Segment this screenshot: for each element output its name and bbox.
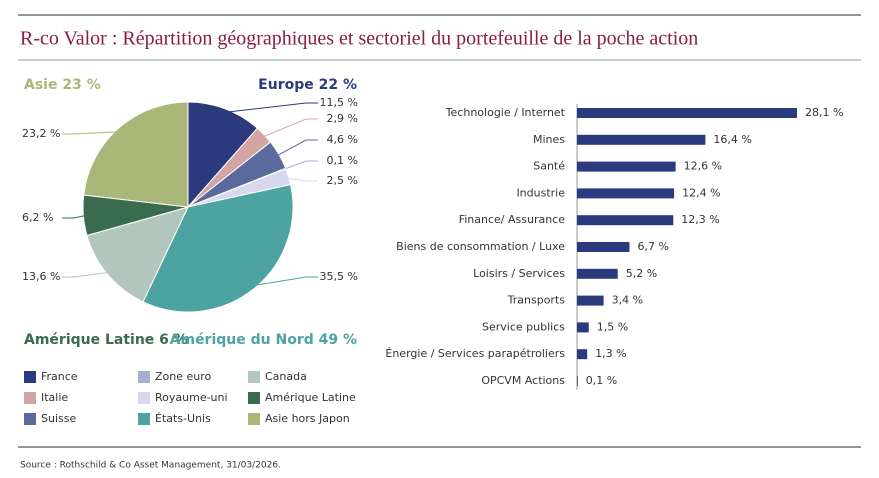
legend-swatch (138, 413, 150, 425)
bar-category: Loisirs / Services (473, 267, 565, 280)
bar-value-label: 16,4 % (713, 133, 751, 146)
bar (577, 188, 675, 199)
bar (577, 268, 618, 279)
bar-category: Biens de consommation / Luxe (396, 240, 565, 253)
bar-category: Service publics (482, 320, 565, 333)
leader-line (250, 276, 318, 287)
region-label: Amérique Latine 6 % (24, 332, 188, 348)
bar-value-label: 12,3 % (681, 213, 719, 226)
pie-slice (83, 101, 189, 208)
bar-value-label: 12,6 % (684, 160, 722, 173)
legend-swatch (24, 413, 36, 425)
bar-category: Énergie / Services parapétroliers (385, 347, 565, 360)
page-title: R-co Valor : Répartition géographiques e… (20, 28, 698, 50)
legend-label: Canada (265, 370, 307, 383)
bar (577, 322, 589, 333)
bar-category: Technologie / Internet (445, 106, 566, 119)
leader-line (275, 139, 318, 158)
bar-value-label: 1,5 % (597, 320, 628, 333)
bar-value-label: 3,4 % (612, 294, 643, 307)
bar-value-label: 6,7 % (637, 240, 668, 253)
legend-label: Italie (41, 391, 68, 404)
legend-label: France (41, 370, 78, 383)
region-label: Amérique du Nord 49 % (170, 332, 357, 348)
legend-swatch (248, 413, 260, 425)
leader-line (62, 214, 88, 219)
legend-swatch (138, 392, 150, 404)
leader-line (284, 177, 318, 182)
source: Source : Rothschild & Co Asset Managemen… (20, 461, 281, 471)
bar (577, 215, 674, 226)
leader-line (281, 160, 318, 171)
legend-swatch (138, 371, 150, 383)
pie-label: 6,2 % (22, 211, 53, 224)
bar (577, 376, 578, 386)
legend-swatch (24, 371, 36, 383)
legend-swatch (248, 392, 260, 404)
pie-label: 2,5 % (327, 174, 358, 187)
pie-label: 11,5 % (320, 96, 358, 109)
bar (577, 349, 588, 360)
leader-line (62, 271, 111, 278)
bar-value-label: 0,1 % (586, 374, 617, 387)
bar-value-label: 1,3 % (595, 347, 626, 360)
bar-category: Finance/ Assurance (459, 213, 566, 226)
region-label: Europe 22 % (258, 77, 357, 93)
pie-label: 4,6 % (327, 133, 358, 146)
legend-label: Zone euro (155, 370, 212, 383)
bar-value-label: 28,1 % (805, 106, 843, 119)
bar-category: Industrie (516, 186, 565, 199)
pie-slice (187, 101, 259, 209)
pie-label: 13,6 % (22, 270, 60, 283)
legend-label: Asie hors Japon (265, 412, 350, 425)
bar (577, 295, 604, 306)
leader-line (261, 118, 318, 139)
legend-label: États-Unis (155, 412, 211, 425)
legend-swatch (24, 392, 36, 404)
bar-value-label: 12,4 % (682, 186, 720, 199)
legend-swatch (248, 371, 260, 383)
legend-label: Royaume-uni (155, 391, 228, 404)
bar (577, 134, 706, 145)
leader-line (62, 131, 121, 135)
pie-slice (142, 184, 294, 313)
bar-category: Mines (533, 133, 565, 146)
bar (577, 108, 798, 118)
bar-category: Transports (507, 294, 566, 307)
legend-label: Amérique Latine (265, 391, 356, 404)
bar-value-label: 5,2 % (626, 267, 657, 280)
pie-label: 2,9 % (327, 112, 358, 125)
pie-label: 0,1 % (327, 154, 358, 167)
leader-line (223, 102, 318, 114)
bar-category: OPCVM Actions (481, 374, 565, 387)
bar (577, 161, 676, 172)
bar (577, 242, 630, 252)
pie-label: 35,5 % (320, 270, 358, 283)
bar-category: Santé (533, 160, 565, 173)
legend-label: Suisse (41, 412, 76, 425)
pie-label: 23,2 % (22, 127, 60, 140)
region-label: Asie 23 % (24, 77, 101, 93)
pie-slice (86, 206, 189, 303)
